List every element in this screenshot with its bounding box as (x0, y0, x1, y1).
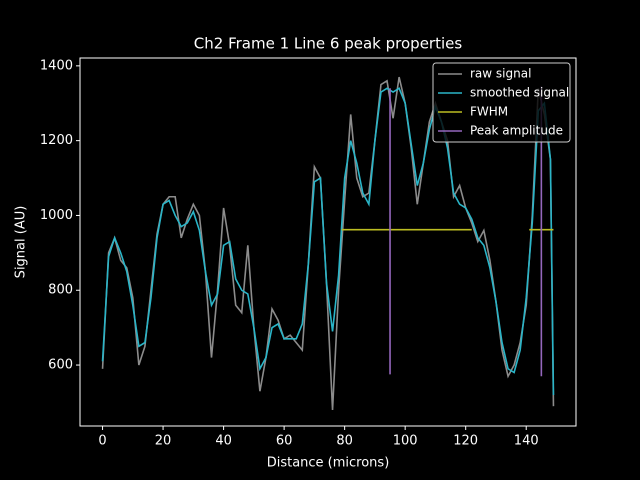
x-axis-label: Distance (microns) (267, 456, 390, 471)
legend-box (432, 62, 571, 143)
series-line (101, 87, 555, 395)
series-line (101, 76, 555, 410)
y-tick-label: 600 (48, 358, 73, 373)
x-tick-label: 60 (276, 434, 293, 449)
legend-label: Peak amplitude (470, 124, 563, 138)
x-tick-label: 20 (155, 434, 172, 449)
legend-label: smoothed signal (470, 86, 569, 100)
legend: raw signal smoothed signal FWHM Peak amplit… (432, 62, 571, 143)
x-tick-label: 100 (393, 434, 418, 449)
x-tick-label: 40 (215, 434, 232, 449)
y-axis-label: Signal (AU) (14, 206, 29, 279)
x-tick-label: 0 (98, 434, 106, 449)
x-tick-label: 140 (514, 434, 539, 449)
y-tick-label: 800 (48, 283, 73, 298)
y-tick-label: 1000 (40, 208, 73, 223)
legend-label: FWHM (470, 105, 508, 119)
legend-label: raw signal (470, 67, 531, 81)
y-tick-label: 1400 (40, 58, 73, 73)
y-tick-label: 1200 (40, 133, 73, 148)
x-tick-label: 80 (336, 434, 353, 449)
x-tick-label: 120 (453, 434, 478, 449)
chart-title: Ch2 Frame 1 Line 6 peak properties (194, 35, 463, 53)
plot-area (79, 57, 577, 427)
